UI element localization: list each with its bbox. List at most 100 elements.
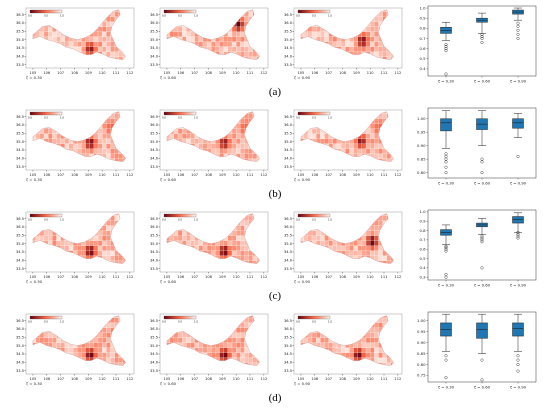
- district: [89, 138, 95, 144]
- district: [336, 245, 342, 251]
- district: [357, 41, 363, 47]
- district: [365, 133, 371, 139]
- x-tick-label: 110: [99, 377, 107, 381]
- district: [77, 41, 82, 47]
- district: [106, 46, 111, 52]
- district: [370, 245, 375, 251]
- y-tick-label: 34.0: [16, 361, 25, 365]
- district: [378, 352, 384, 358]
- district: [320, 337, 325, 343]
- district: [365, 352, 371, 358]
- district: [85, 148, 91, 154]
- y-tick-label: 35.0: [150, 242, 159, 246]
- district: [215, 46, 221, 52]
- district: [316, 31, 321, 37]
- district: [110, 153, 116, 159]
- x-tick-label: 105: [163, 173, 170, 177]
- district: [240, 123, 245, 129]
- y-tick-label: 34.0: [284, 259, 293, 263]
- colorbar: [297, 111, 331, 116]
- district: [311, 133, 317, 139]
- district: [106, 31, 111, 37]
- boxplot-panel: 0.75 0.80 0.85 0.90 0.95 1.00 ζ = 0.30 ζ = 0.60…: [417, 311, 537, 390]
- district: [240, 153, 245, 159]
- outlier: [444, 49, 448, 53]
- district: [311, 235, 317, 241]
- y-tick-label: 35.0: [16, 38, 25, 42]
- district: [340, 143, 346, 149]
- district: [85, 46, 91, 52]
- y-tick-label: 33.5: [284, 267, 292, 271]
- district: [316, 337, 321, 343]
- x-tick-label: 110: [367, 275, 375, 279]
- map-panel: 0.0 0.5 1.0 105 106 107 108 109 110 111 112 33.5 34.…: [284, 109, 403, 182]
- district: [365, 138, 371, 144]
- colorbar-tick-label: 0.0: [296, 14, 300, 18]
- x-tick-label: ζ = 0.60: [474, 181, 491, 186]
- district: [219, 250, 225, 256]
- district: [64, 41, 70, 47]
- district: [211, 46, 216, 52]
- district: [361, 148, 367, 154]
- x-tick-label: 110: [367, 71, 375, 75]
- outlier: [480, 266, 484, 270]
- district: [186, 240, 191, 246]
- district: [231, 347, 237, 353]
- x-tick-label: ζ = 0.30: [438, 385, 455, 390]
- x-tick-label: 106: [311, 173, 319, 177]
- y-tick-label: 36.0: [150, 327, 159, 331]
- y-tick-label: 36.5: [16, 319, 24, 323]
- district: [102, 352, 107, 358]
- y-tick-label: 33.5: [16, 165, 24, 169]
- colorbar: [163, 111, 197, 116]
- district: [240, 36, 245, 42]
- district: [332, 143, 338, 149]
- district: [198, 245, 204, 251]
- district: [365, 250, 371, 256]
- district: [211, 148, 216, 154]
- colorbar-tick-label: 0.0: [296, 116, 300, 120]
- region-outline: [166, 315, 260, 366]
- district: [231, 245, 237, 251]
- x-tick-label: 107: [57, 275, 64, 279]
- district: [97, 347, 103, 353]
- outlier: [444, 244, 448, 248]
- district: [97, 352, 103, 358]
- district: [85, 352, 91, 358]
- district: [227, 138, 233, 144]
- district: [177, 133, 183, 139]
- outlier: [480, 157, 484, 161]
- boxplot-panel: 0.4 0.5 0.6 0.7 0.8 0.9 1.0 ζ = 0.30 ζ = 0.60 ζ =…: [419, 5, 537, 84]
- y-tick-label: 36.5: [284, 115, 292, 119]
- outlier: [480, 32, 484, 36]
- district: [382, 51, 388, 57]
- box: [512, 118, 524, 129]
- district: [244, 352, 250, 358]
- district: [102, 235, 107, 241]
- district: [106, 332, 111, 338]
- y-tick-label: 0.85: [417, 156, 426, 161]
- colorbar-tick-label: 1.0: [328, 218, 332, 222]
- district: [370, 26, 375, 32]
- district: [374, 255, 379, 261]
- district: [378, 250, 384, 256]
- colorbar-tick-label: 0.5: [178, 320, 182, 324]
- district: [223, 36, 229, 42]
- district: [349, 46, 355, 52]
- district: [182, 337, 187, 343]
- district: [248, 11, 254, 17]
- district: [311, 31, 317, 37]
- y-tick-label: 0.95: [417, 329, 426, 334]
- colorbar-tick-label: 1.0: [194, 14, 198, 18]
- district: [223, 138, 229, 144]
- x-tick-label: ζ = 0.30: [438, 79, 455, 84]
- y-tick-label: 36.5: [284, 319, 292, 323]
- district: [240, 235, 245, 241]
- x-tick-label: 107: [191, 71, 198, 75]
- y-tick-label: 33.5: [150, 267, 158, 271]
- district: [374, 250, 379, 256]
- y-tick-label: 33.5: [150, 63, 158, 67]
- district: [110, 51, 116, 57]
- colorbar: [163, 213, 197, 218]
- district: [106, 21, 111, 27]
